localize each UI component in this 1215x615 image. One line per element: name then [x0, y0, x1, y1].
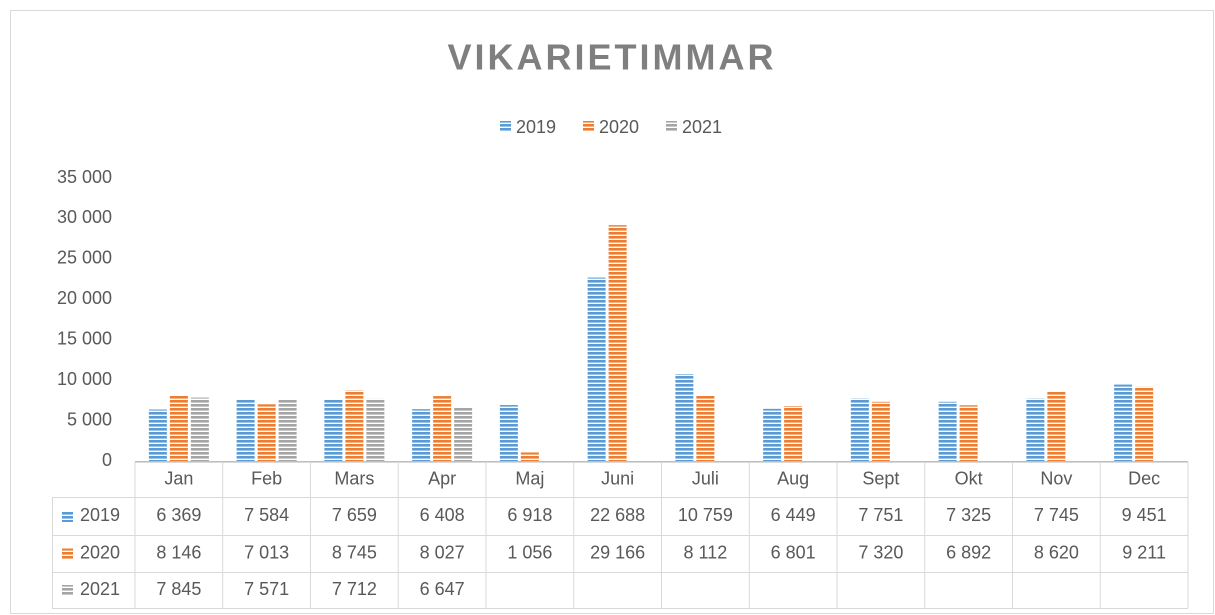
table-value: 8 146	[156, 542, 201, 562]
bar	[587, 277, 606, 461]
y-tick-label: 25 000	[57, 248, 112, 268]
bar	[1047, 391, 1066, 461]
bar	[675, 374, 694, 461]
table-series-name: 2020	[80, 542, 120, 562]
bar	[850, 398, 869, 461]
bar	[454, 407, 473, 461]
x-tick-label: Apr	[428, 468, 456, 488]
legend-swatch	[500, 121, 511, 132]
x-tick-label: Maj	[515, 468, 544, 488]
table-value: 6 449	[771, 505, 816, 525]
table-value: 6 369	[156, 505, 201, 525]
y-tick-label: 5 000	[67, 409, 112, 429]
table-value: 6 801	[771, 542, 816, 562]
bar	[324, 399, 343, 461]
legend-label: 2021	[682, 117, 722, 137]
table-value: 7 659	[332, 505, 377, 525]
y-tick-label: 15 000	[57, 328, 112, 348]
bar	[784, 406, 803, 461]
bar	[608, 225, 627, 461]
table-value: 6 408	[420, 505, 465, 525]
bar	[148, 409, 167, 461]
table-value: 8 620	[1034, 542, 1079, 562]
table-value: 6 647	[420, 579, 465, 599]
y-tick-label: 35 000	[57, 167, 112, 187]
y-tick-label: 30 000	[57, 207, 112, 227]
bar	[871, 401, 890, 461]
x-tick-label: Dec	[1128, 468, 1160, 488]
table-series-name: 2019	[80, 505, 120, 525]
bar	[938, 401, 957, 461]
table-value: 7 712	[332, 579, 377, 599]
bar	[412, 409, 431, 461]
table-value: 7 584	[244, 505, 289, 525]
x-tick-label: Mars	[334, 468, 374, 488]
bar	[763, 408, 782, 461]
x-tick-label: Okt	[955, 468, 983, 488]
table-value: 6 918	[507, 505, 552, 525]
bar	[278, 399, 297, 461]
x-tick-label: Nov	[1040, 468, 1072, 488]
bar	[190, 397, 209, 461]
bar	[696, 395, 715, 461]
table-value: 7 320	[858, 542, 903, 562]
bar	[236, 399, 255, 461]
bar	[345, 390, 364, 461]
bar	[169, 395, 188, 461]
table-value: 9 451	[1122, 505, 1167, 525]
table-value: 7 325	[946, 505, 991, 525]
table-value: 7 745	[1034, 505, 1079, 525]
bar	[499, 405, 518, 461]
table-value: 22 688	[590, 505, 645, 525]
table-value: 29 166	[590, 542, 645, 562]
x-tick-label: Jan	[164, 468, 193, 488]
table-legend-key	[62, 585, 73, 596]
table-value: 7 571	[244, 579, 289, 599]
bar	[433, 396, 452, 461]
y-tick-label: 20 000	[57, 288, 112, 308]
table-legend-key	[62, 548, 73, 560]
legend-label: 2020	[599, 117, 639, 137]
bar	[520, 452, 539, 461]
table-value: 9 211	[1122, 542, 1166, 562]
table-value: 1 056	[507, 542, 552, 562]
table-value: 7 013	[244, 542, 289, 562]
table-value: 10 759	[678, 505, 733, 525]
x-tick-label: Juni	[601, 468, 634, 488]
table-series-name: 2021	[80, 579, 120, 599]
table-value: 7 751	[858, 505, 903, 525]
legend-label: 2019	[516, 117, 556, 137]
y-tick-label: 10 000	[57, 369, 112, 389]
table-legend-key	[62, 511, 73, 522]
chart-title: VIKARIETIMMAR	[448, 37, 777, 78]
bar	[257, 404, 276, 461]
bar	[959, 405, 978, 461]
x-tick-label: Aug	[777, 468, 809, 488]
table-value: 8 027	[420, 542, 465, 562]
bar	[1026, 398, 1045, 461]
y-tick-label: 0	[102, 450, 112, 470]
x-tick-label: Juli	[692, 468, 719, 488]
table-value: 7 845	[156, 579, 201, 599]
bar	[366, 398, 385, 461]
x-tick-label: Feb	[251, 468, 282, 488]
table-value: 8 112	[684, 542, 728, 562]
bar	[1135, 386, 1154, 461]
x-tick-label: Sept	[862, 468, 899, 488]
bar	[1114, 384, 1133, 461]
table-value: 6 892	[946, 542, 991, 562]
legend-swatch	[583, 121, 594, 132]
table-value: 8 745	[332, 542, 377, 562]
legend-swatch	[666, 121, 677, 132]
